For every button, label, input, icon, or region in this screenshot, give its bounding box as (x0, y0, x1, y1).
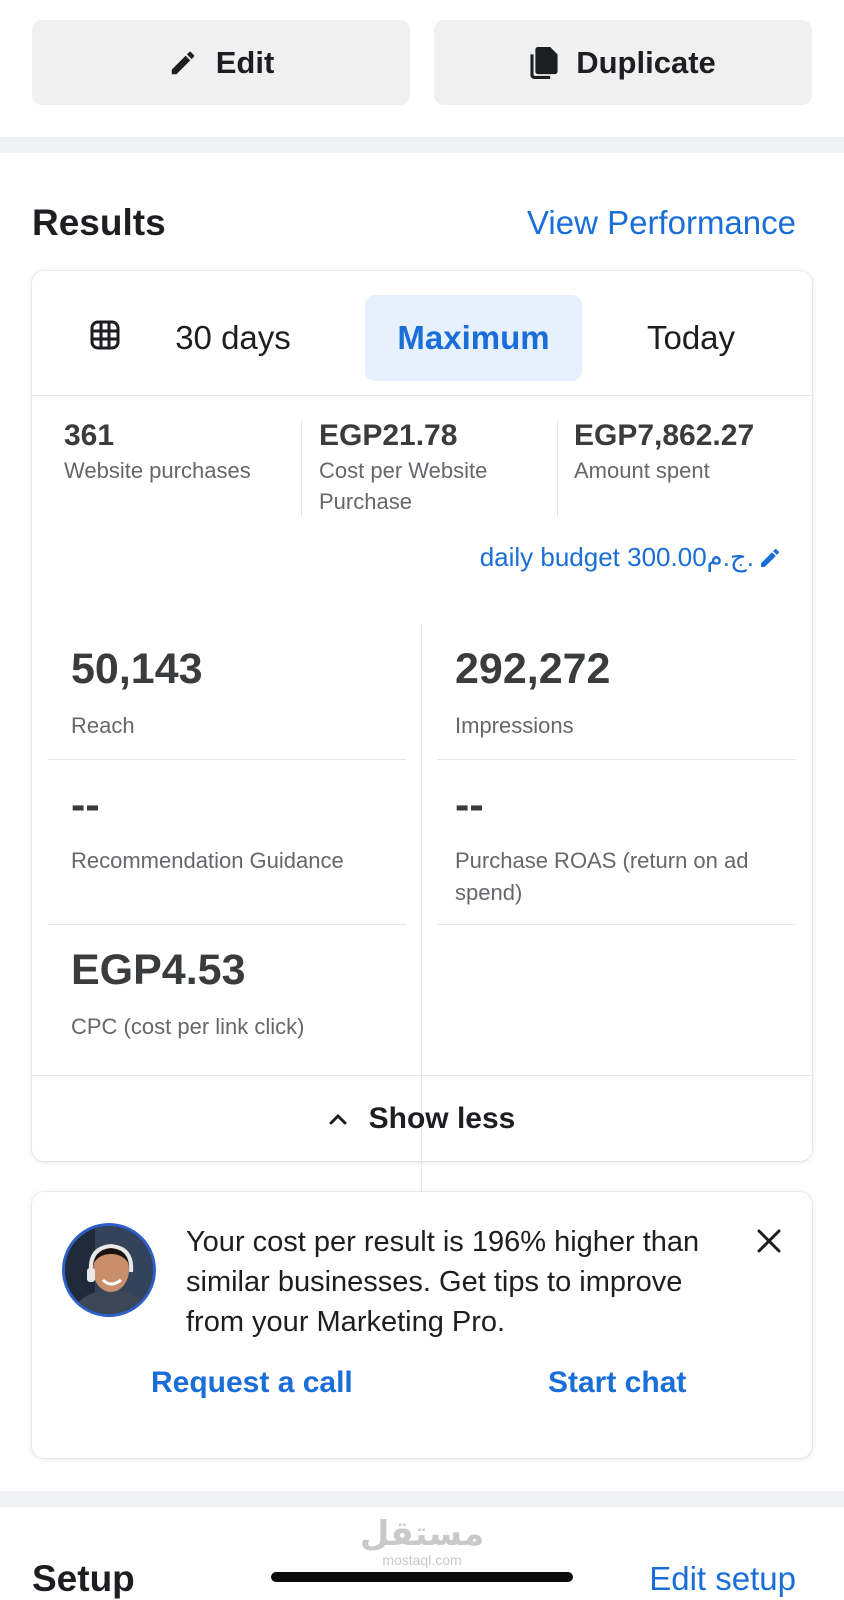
section-divider (0, 137, 844, 153)
metric-impressions-label: Impressions (455, 713, 574, 738)
metric-impressions-value: 292,272 (455, 645, 611, 693)
show-less-label: Show less (368, 1102, 516, 1135)
summary-value: 361 (64, 419, 115, 452)
daily-budget-text: daily budget 300.00ج.م. (479, 542, 754, 572)
summary-cost-per-purchase: EGP21.78 Cost per Website Purchase (319, 419, 551, 517)
watermark-logo: مستقل mostaql.com (352, 1516, 492, 1568)
start-chat-link[interactable]: Start chat (548, 1366, 687, 1399)
request-call-link[interactable]: Request a call (151, 1366, 353, 1399)
tip-message: Your cost per result is 196% higher than… (186, 1226, 700, 1338)
range-maximum[interactable]: Maximum (365, 295, 582, 381)
metric-divider (437, 759, 796, 760)
results-card: 30 days Maximum Today 361 Website purcha… (32, 271, 812, 1330)
summary-amount-spent: EGP7,862.27 Amount spent (574, 419, 804, 486)
setup-title: Setup (32, 1558, 135, 1599)
metric-roas-value: -- (455, 781, 484, 829)
calendar-table-icon[interactable] (90, 320, 120, 355)
edit-setup-link[interactable]: Edit setup (649, 1560, 796, 1597)
metric-recommendation-label: Recommendation Guidance (71, 848, 344, 873)
view-performance-link[interactable]: View Performance (526, 204, 796, 241)
summary-label: Cost per Website Purchase (319, 458, 488, 514)
chevron-up-icon (329, 1113, 347, 1125)
summary-divider (557, 421, 558, 517)
summary-label: Website purchases (64, 458, 251, 483)
pencil-icon (168, 48, 198, 78)
metric-roas-label: Purchase ROAS (return on ad spend) (455, 848, 749, 905)
summary-website-purchases: 361 Website purchases (64, 419, 294, 486)
marketing-pro-tip-card: Your cost per result is 196% higher than… (32, 1192, 812, 1458)
duplicate-button[interactable]: Duplicate (434, 20, 812, 105)
summary-value: EGP21.78 (319, 419, 458, 452)
metric-divider (48, 924, 406, 925)
metric-recommendation-value: -- (71, 781, 100, 829)
show-less-button[interactable]: Show less (32, 1075, 812, 1162)
summary-label: Amount spent (574, 458, 710, 483)
edit-button[interactable]: Edit (32, 20, 410, 105)
metric-reach-label: Reach (71, 713, 135, 738)
section-divider (0, 1491, 844, 1507)
duplicate-label: Duplicate (576, 44, 716, 80)
watermark-arabic: مستقل (359, 1515, 485, 1553)
metric-divider (48, 759, 406, 760)
range-30-days[interactable]: 30 days (175, 319, 291, 356)
daily-budget-link[interactable]: daily budget 300.00ج.م. (480, 542, 782, 573)
metric-reach-value: 50,143 (71, 645, 203, 693)
metric-cpc-label: CPC (cost per link click) (71, 1014, 305, 1039)
duplicate-icon (530, 46, 558, 79)
home-indicator (271, 1572, 573, 1582)
metric-cpc-value: EGP4.53 (71, 946, 246, 994)
summary-value: EGP7,862.27 (574, 419, 755, 452)
results-title: Results (32, 202, 166, 243)
edit-label: Edit (215, 44, 275, 80)
watermark-latin: mostaql.com (382, 1552, 462, 1568)
close-icon[interactable] (756, 1228, 782, 1259)
range-today[interactable]: Today (646, 319, 736, 356)
date-range-selector: 30 days Maximum Today (32, 271, 812, 396)
marketing-pro-avatar (62, 1223, 156, 1317)
metrics-column-divider (421, 624, 422, 1330)
summary-divider (301, 421, 302, 517)
metric-divider (437, 924, 796, 925)
pencil-icon (758, 546, 782, 570)
